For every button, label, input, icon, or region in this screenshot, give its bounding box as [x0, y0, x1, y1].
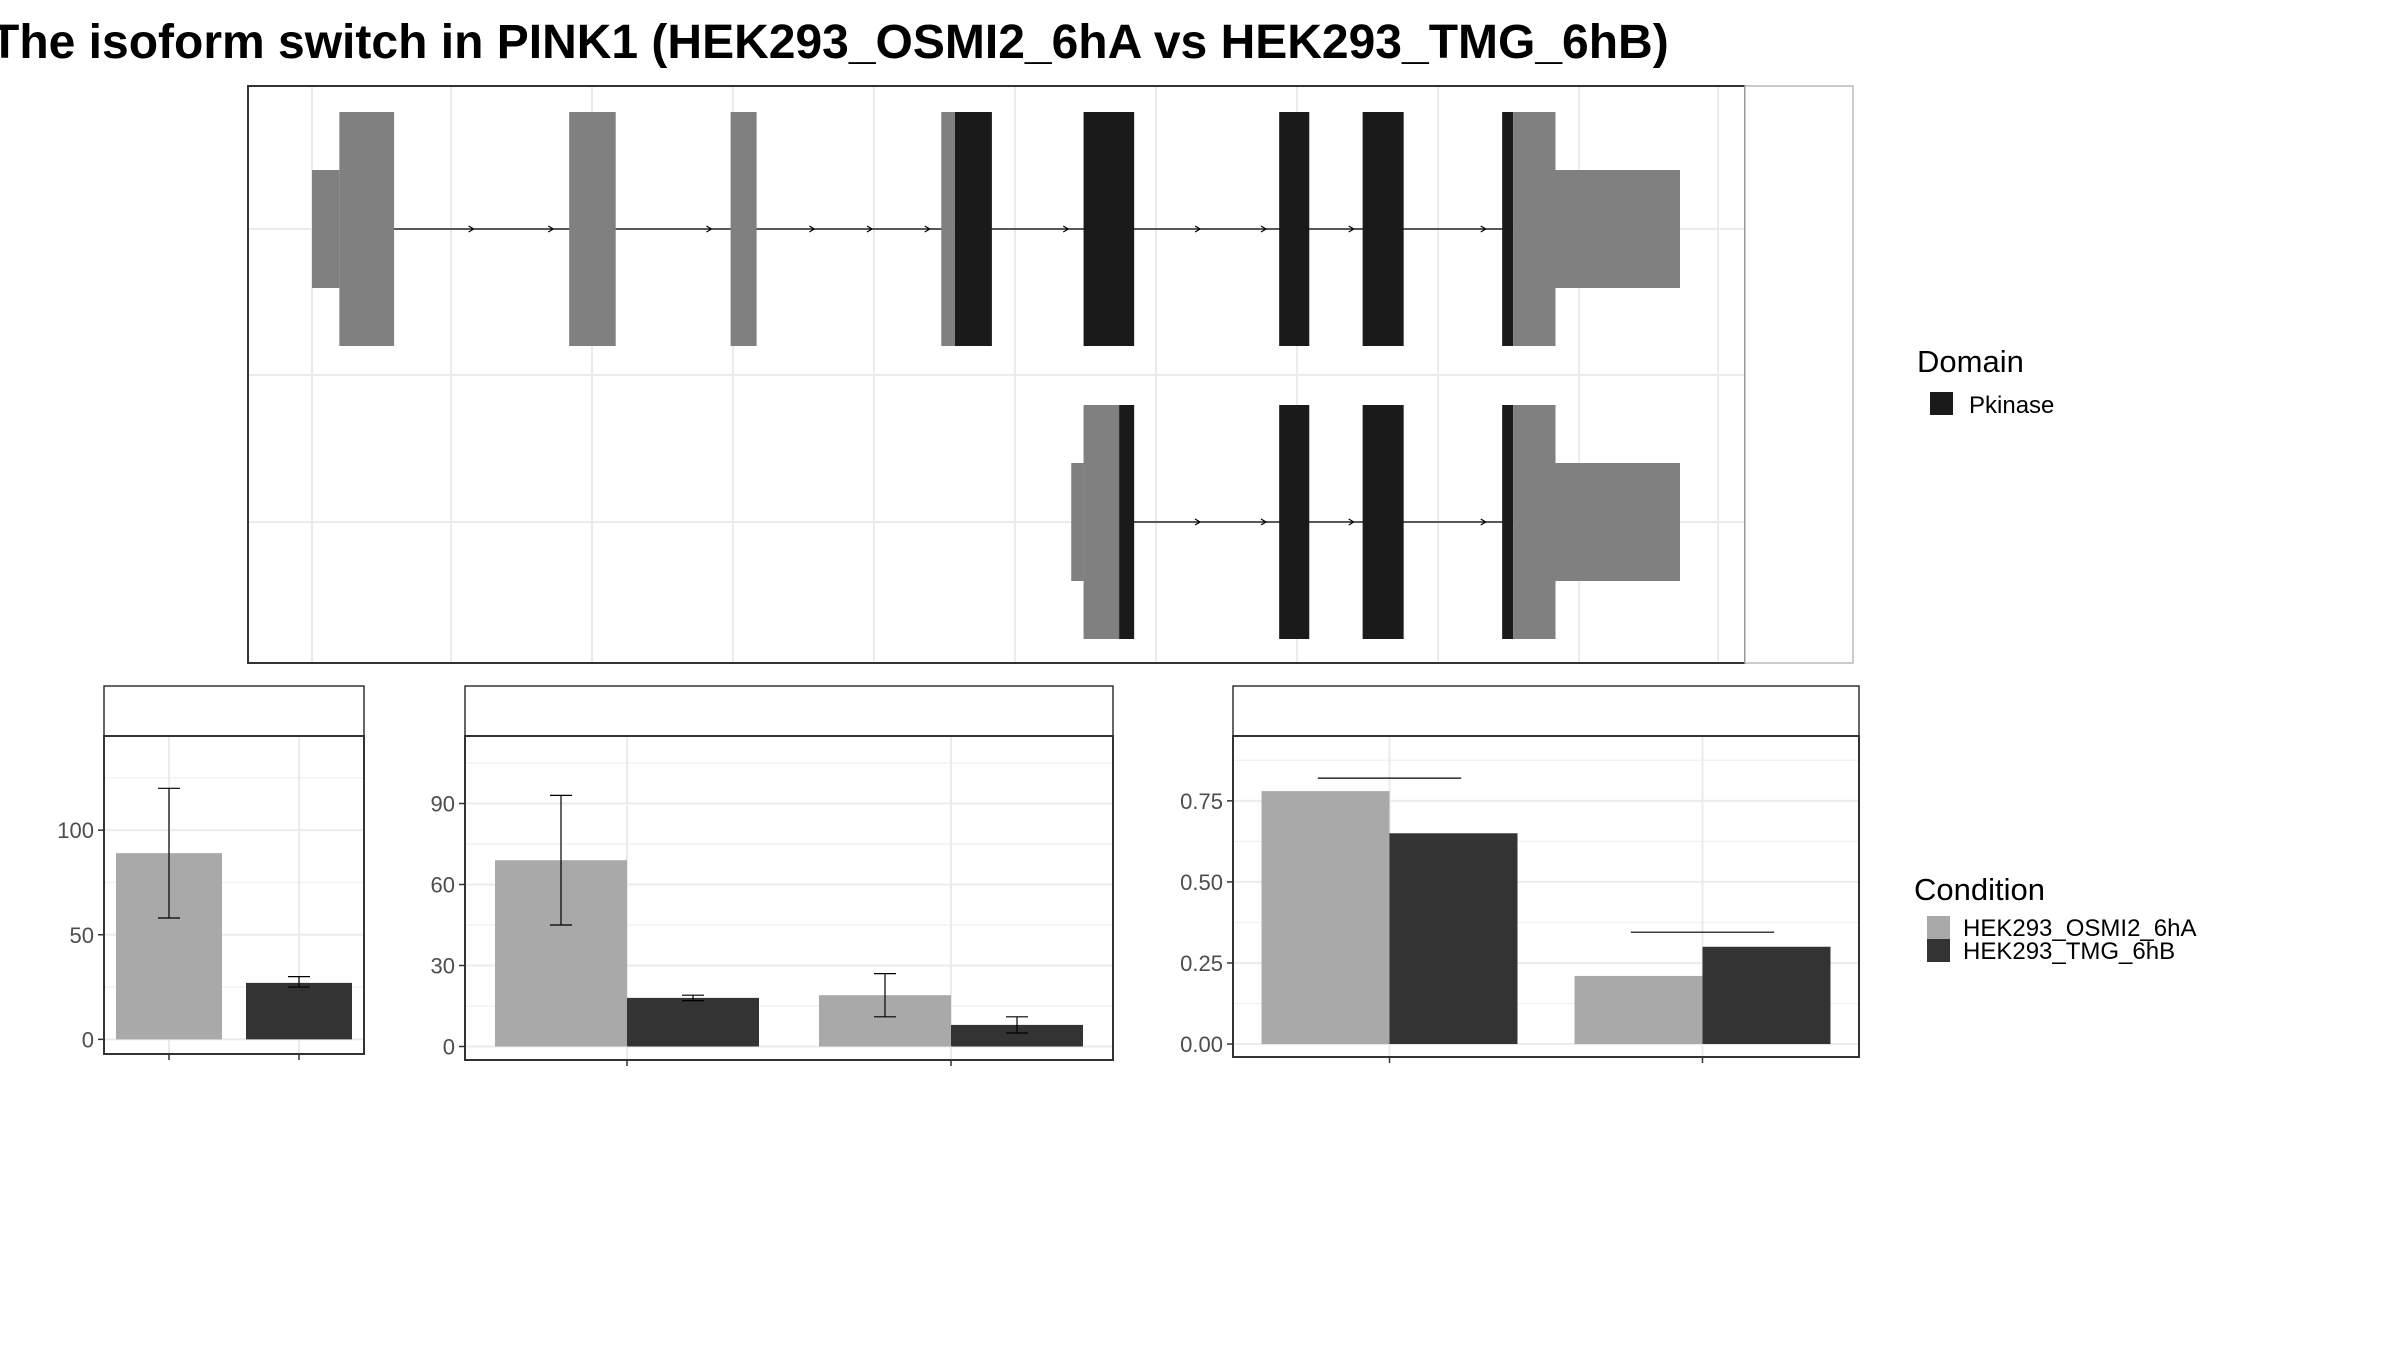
utr-exon — [941, 112, 955, 346]
bar — [627, 997, 759, 1047]
bar — [246, 982, 352, 1040]
bar — [951, 1024, 1083, 1047]
pkinase-exon — [1502, 112, 1514, 346]
plot-border — [464, 735, 1114, 1061]
condition-b-legend-key — [1927, 939, 1950, 962]
isoform-expression-panel: 0 30 60 90 — [431, 685, 1114, 1066]
facet-strip — [1232, 685, 1860, 737]
y-tick-label: 90 — [431, 792, 455, 817]
bar — [1702, 946, 1831, 1045]
pkinase-exon — [1119, 405, 1135, 639]
bar — [1389, 833, 1518, 1045]
domain-legend-title: Domain — [1917, 344, 2024, 379]
pkinase-legend-key — [1930, 392, 1953, 415]
utr-exon — [1513, 405, 1556, 639]
condition-a-legend-key — [1927, 916, 1950, 939]
y-tick-label: 0 — [443, 1035, 455, 1060]
y-tick-label: 0 — [82, 1027, 94, 1052]
y-tick-label: 50 — [70, 923, 94, 948]
plot-border — [1232, 735, 1860, 1058]
pkinase-exon — [1362, 405, 1404, 639]
utr-exon — [730, 112, 757, 346]
intron-arrow — [1260, 518, 1268, 526]
utr-exon — [1083, 405, 1120, 639]
utr-exon — [339, 112, 395, 346]
utr-exon — [312, 170, 340, 288]
pkinase-exon — [1279, 405, 1310, 639]
intron-arrow — [547, 225, 555, 233]
bar — [1574, 975, 1703, 1045]
domain-legend: Domain Pkinase — [1917, 344, 2054, 419]
intron-arrow — [1194, 225, 1202, 233]
utr-exon — [569, 112, 616, 346]
intron-arrow — [1480, 225, 1487, 233]
intron-arrow — [1062, 225, 1070, 233]
coding-strip — [1744, 85, 1854, 664]
intron-arrow — [468, 225, 475, 233]
y-tick-label: 0.25 — [1180, 951, 1223, 976]
condition-legend: Condition HEK293_OSMI2_6hA HEK293_TMG_6h… — [1914, 872, 2196, 965]
utr-exon — [1513, 112, 1556, 346]
y-tick-label: 0.00 — [1180, 1032, 1223, 1057]
facet-strip — [103, 685, 365, 737]
intron-arrow — [1260, 225, 1268, 233]
isoform-usage-panel: 0.00 0.25 0.50 0.75 — [1180, 685, 1860, 1063]
pkinase-exon — [1083, 112, 1135, 346]
condition-a-legend-label: HEK293_OSMI2_6hA — [1963, 915, 2196, 942]
facet-strip — [464, 685, 1114, 737]
intron-arrow — [924, 225, 931, 233]
pkinase-exon — [1362, 112, 1404, 346]
pkinase-exon — [954, 112, 992, 346]
bar — [1261, 791, 1390, 1045]
pkinase-exon — [1502, 405, 1514, 639]
intron-arrow — [866, 225, 874, 233]
y-tick-label: 60 — [431, 873, 455, 898]
condition-b-legend-label: HEK293_TMG_6hB — [1963, 938, 2175, 965]
pkinase-legend-label: Pkinase — [1969, 392, 2054, 419]
gene-structure-panel — [247, 85, 1854, 664]
intron-arrow — [1348, 518, 1355, 526]
plot-border — [103, 735, 365, 1055]
utr-exon — [1555, 170, 1680, 288]
utr-exon — [1071, 463, 1084, 581]
utr-exon — [1555, 463, 1680, 581]
intron-arrow — [706, 225, 713, 233]
intron-arrow — [1348, 225, 1355, 233]
gene-expression-panel: 0 50 100 — [57, 685, 365, 1060]
intron-arrow — [1480, 518, 1487, 526]
figure-title: The isoform switch in PINK1 (HEK293_OSMI… — [0, 16, 1669, 69]
y-tick-label: 0.50 — [1180, 870, 1223, 895]
condition-legend-title: Condition — [1914, 872, 2045, 907]
y-tick-label: 0.75 — [1180, 789, 1223, 814]
intron-arrow — [809, 225, 816, 233]
pkinase-exon — [1279, 112, 1310, 346]
y-tick-label: 30 — [431, 954, 455, 979]
intron-arrow — [1194, 518, 1202, 526]
y-tick-label: 100 — [57, 818, 94, 843]
